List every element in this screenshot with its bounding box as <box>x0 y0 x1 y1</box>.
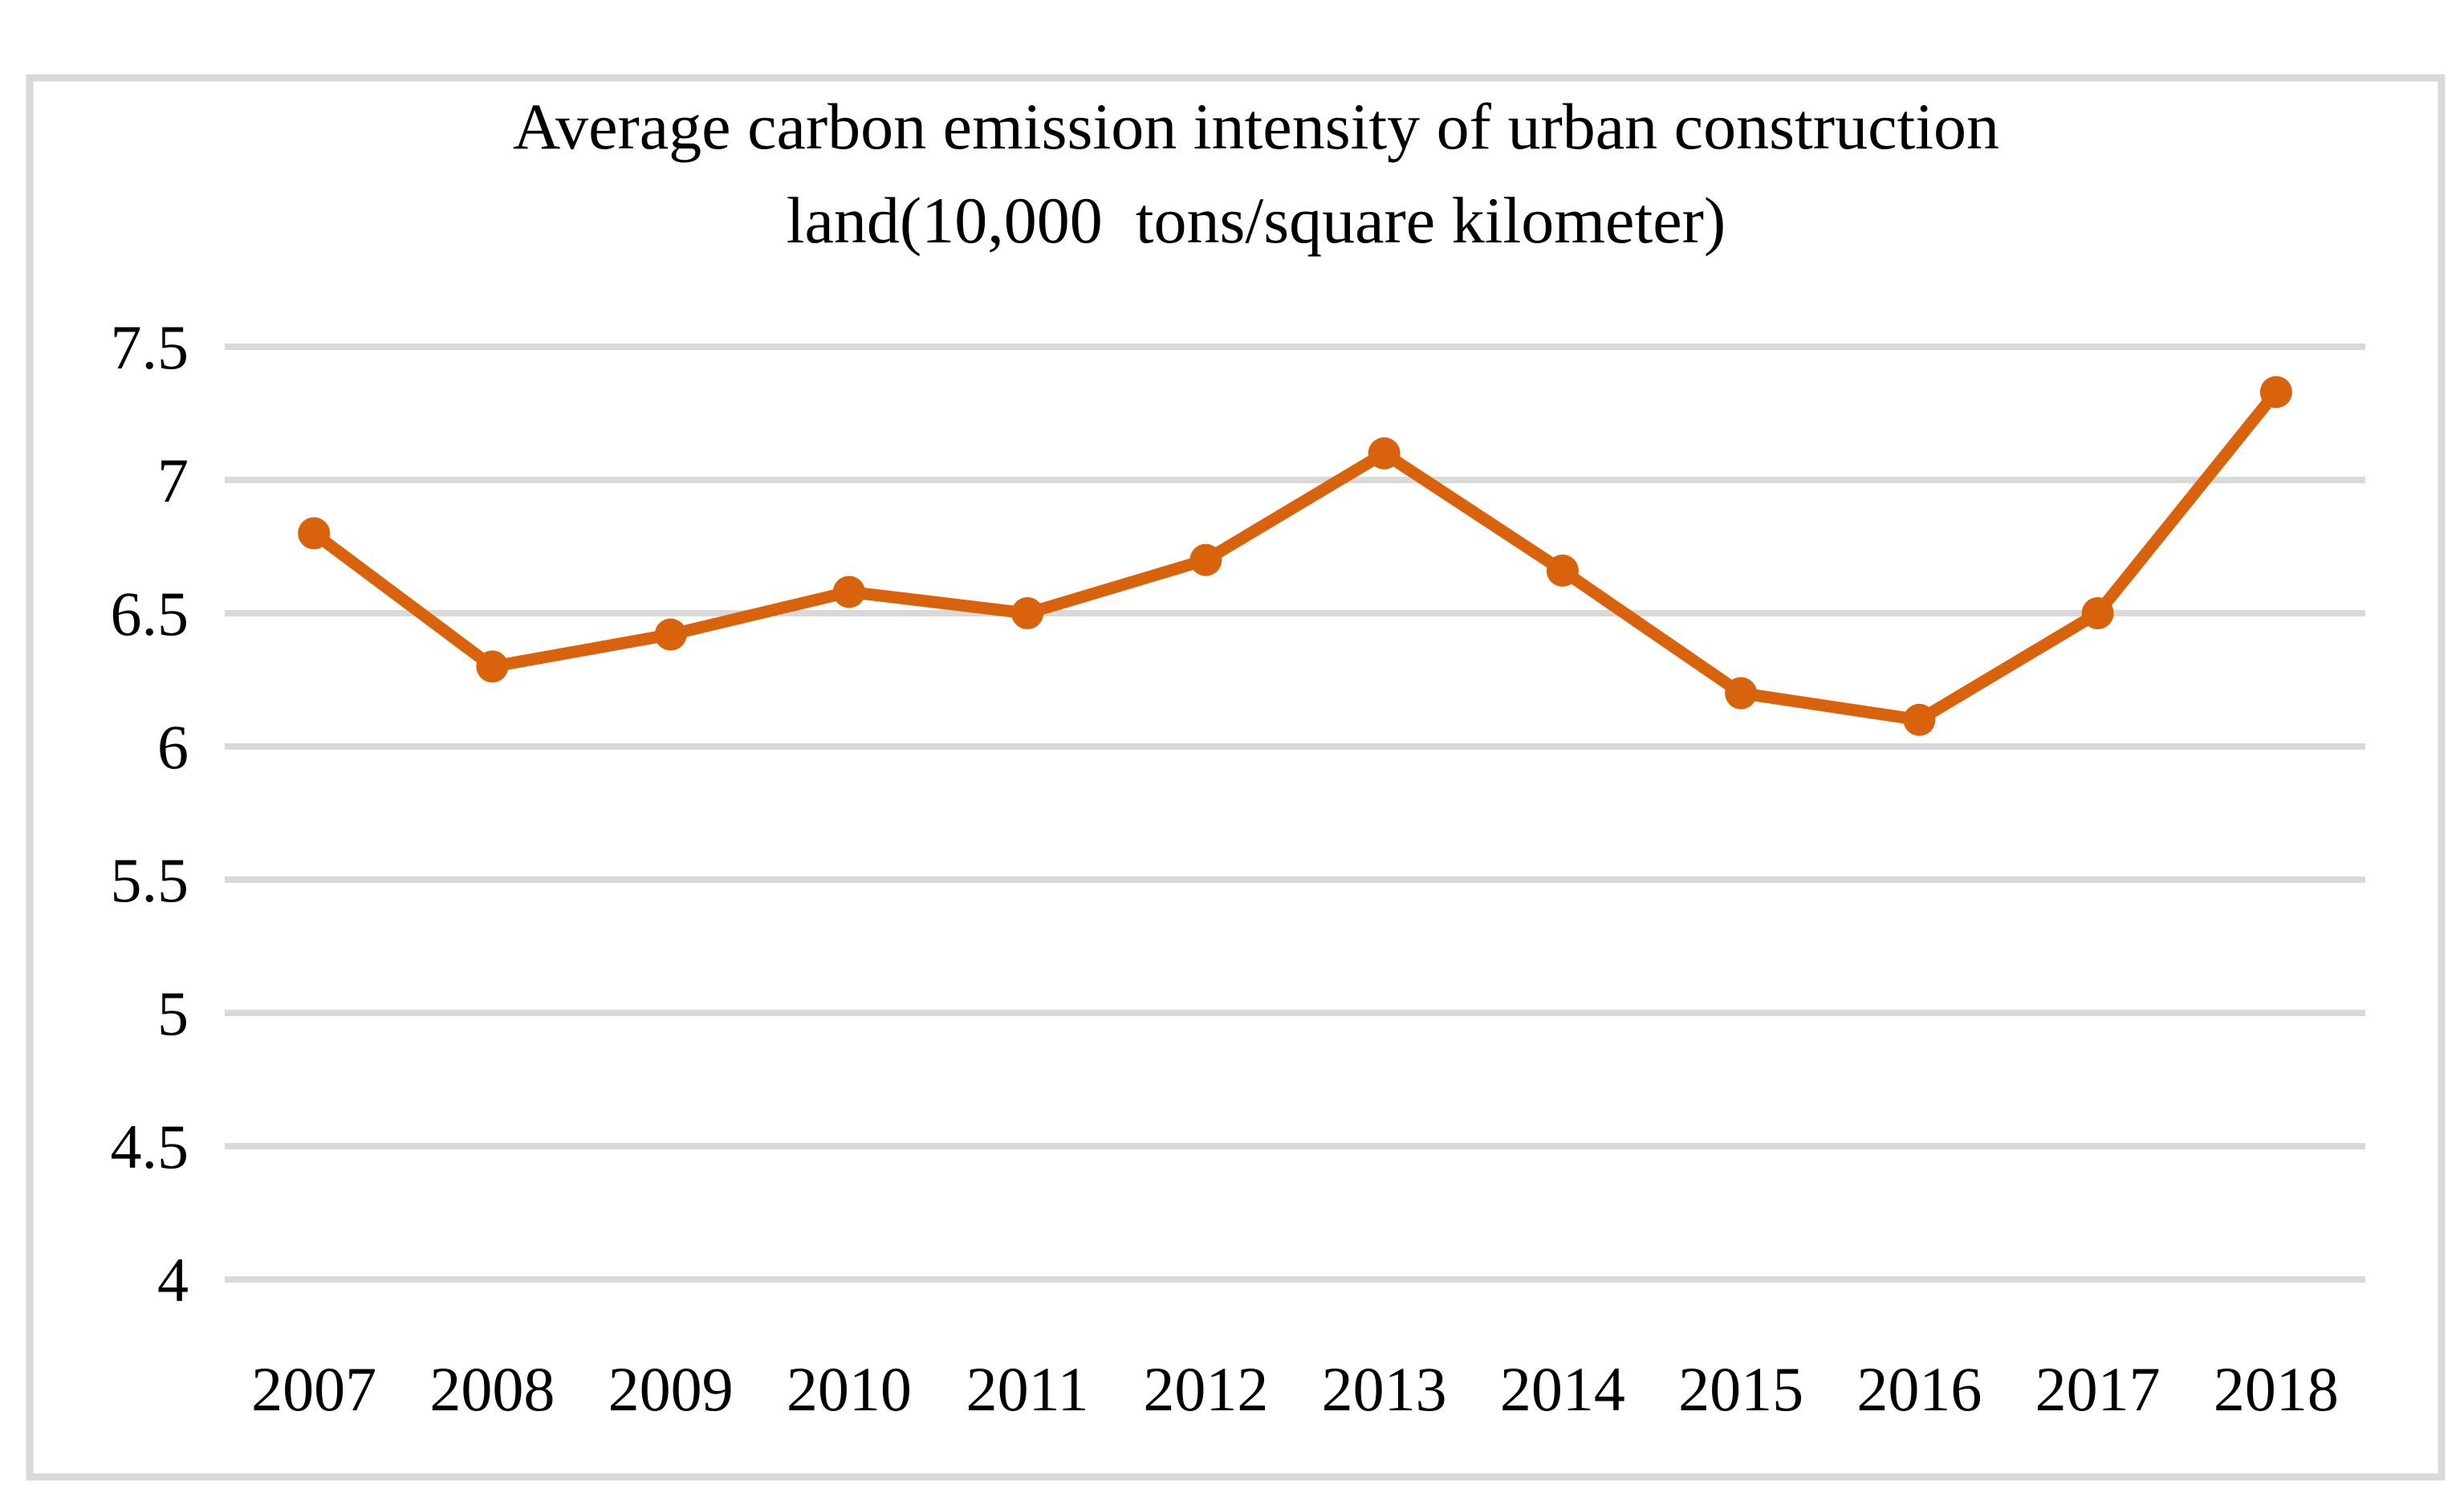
x-tick-label-2017: 2017 <box>2035 1354 2161 1424</box>
chart-title-line-1: Average carbon emission intensity of urb… <box>513 90 1999 163</box>
y-tick-label-7.5: 7.5 <box>111 312 189 382</box>
x-tick-label-2015: 2015 <box>1678 1354 1803 1424</box>
x-tick-label-2007: 2007 <box>251 1354 376 1424</box>
data-point-2016 <box>1903 703 1936 736</box>
data-point-2010 <box>832 576 865 608</box>
data-point-2014 <box>1546 554 1579 587</box>
y-tick-label-4: 4 <box>157 1245 189 1315</box>
x-tick-label-2016: 2016 <box>1856 1354 1982 1424</box>
data-point-2008 <box>476 650 509 683</box>
data-point-2018 <box>2259 376 2292 409</box>
data-point-2017 <box>2081 597 2114 629</box>
series-line <box>307 385 2283 726</box>
y-tick-label-5: 5 <box>157 978 189 1048</box>
data-point-2011 <box>1011 597 1044 629</box>
chart-frame-border <box>26 74 2446 1481</box>
data-point-2015 <box>1725 677 1758 710</box>
data-point-2009 <box>654 618 687 651</box>
y-tick-label-7: 7 <box>157 445 189 515</box>
x-tick-label-2009: 2009 <box>608 1354 734 1424</box>
x-tick-label-2008: 2008 <box>429 1354 555 1424</box>
x-axis-labels: 2007 2008 2009 2010 2011 2012 2013 2014 2015 2016… <box>251 1354 2339 1424</box>
y-tick-label-4.5: 4.5 <box>111 1112 189 1182</box>
y-tick-label-6.5: 6.5 <box>111 579 189 649</box>
data-point-2007 <box>298 517 331 550</box>
x-tick-label-2012: 2012 <box>1143 1354 1268 1424</box>
y-tick-label-5.5: 5.5 <box>111 845 189 915</box>
x-tick-label-2011: 2011 <box>966 1354 1089 1424</box>
x-tick-label-2014: 2014 <box>1500 1354 1625 1424</box>
gridlines <box>225 344 2365 1283</box>
x-tick-label-2018: 2018 <box>2214 1354 2339 1424</box>
chart-title-line-2: land(10,000 tons/square kilometer) <box>787 184 1726 257</box>
data-point-2012 <box>1189 543 1222 576</box>
data-point-2013 <box>1368 437 1401 470</box>
x-tick-label-2010: 2010 <box>787 1354 912 1424</box>
x-tick-label-2013: 2013 <box>1322 1354 1447 1424</box>
y-tick-label-6: 6 <box>157 712 189 782</box>
data-series <box>298 376 2292 736</box>
y-axis-labels: 7.5 7 6.5 6 5.5 5 4.5 4 <box>111 312 189 1315</box>
